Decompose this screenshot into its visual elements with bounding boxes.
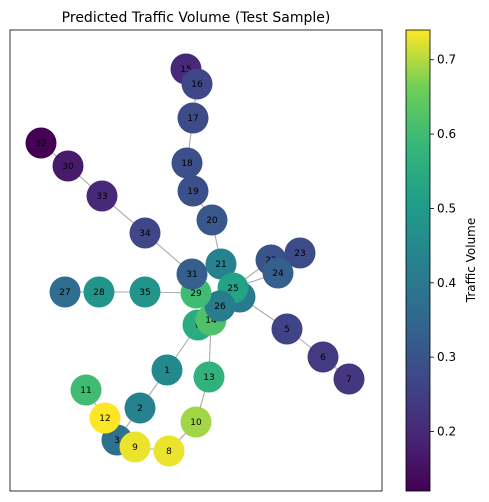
node-6 <box>307 341 339 373</box>
node-33 <box>86 180 118 212</box>
node-17 <box>177 102 209 134</box>
node-24 <box>262 257 294 289</box>
node-9 <box>119 431 151 463</box>
node-label-21: 21 <box>215 260 226 270</box>
colorbar-tick-label: 0.4 <box>437 276 456 290</box>
colorbar-tick-label: 0.6 <box>437 127 456 141</box>
colorbar-tick-label: 0.5 <box>437 201 456 215</box>
node-label-6: 6 <box>320 353 326 363</box>
colorbar-tick-label: 0.3 <box>437 350 456 364</box>
node-20 <box>196 204 228 236</box>
node-5 <box>271 313 303 345</box>
plot-area-frame <box>9 29 383 492</box>
node-12 <box>89 402 121 434</box>
node-label-8: 8 <box>166 447 172 457</box>
node-label-24: 24 <box>272 269 284 279</box>
node-label-16: 16 <box>191 80 203 90</box>
node-11 <box>70 374 102 406</box>
node-30 <box>52 150 84 182</box>
node-label-29: 29 <box>190 289 202 299</box>
node-label-19: 19 <box>187 187 199 197</box>
colorbar-tick-label: 0.7 <box>437 53 456 67</box>
node-label-7: 7 <box>346 375 352 385</box>
node-7 <box>333 363 365 395</box>
node-35 <box>129 276 161 308</box>
node-label-17: 17 <box>187 114 198 124</box>
chart-title: Predicted Traffic Volume (Test Sample) <box>62 10 331 26</box>
node-19 <box>177 175 209 207</box>
node-31 <box>176 258 208 290</box>
node-13 <box>193 361 225 393</box>
node-label-3: 3 <box>114 436 120 446</box>
node-label-11: 11 <box>80 386 91 396</box>
colorbar <box>405 29 431 492</box>
node-label-18: 18 <box>181 159 193 169</box>
node-28 <box>83 276 115 308</box>
node-10 <box>180 406 212 438</box>
node-label-20: 20 <box>206 216 218 226</box>
colorbar-ticks: 0.2 0.3 0.4 0.5 0.6 0.7 <box>430 53 456 439</box>
node-16 <box>181 68 213 100</box>
node-32 <box>25 127 57 159</box>
node-label-1: 1 <box>164 366 170 376</box>
node-label-26: 26 <box>214 302 226 312</box>
node-18 <box>171 147 203 179</box>
node-label-30: 30 <box>62 162 74 172</box>
node-label-15: 15 <box>180 65 191 75</box>
node-label-31: 31 <box>186 270 197 280</box>
node-label-12: 12 <box>99 414 110 424</box>
node-label-32: 32 <box>35 139 46 149</box>
colorbar-tick-label: 0.2 <box>437 425 456 439</box>
node-label-35: 35 <box>139 288 150 298</box>
node-21 <box>205 248 237 280</box>
node-26 <box>204 290 236 322</box>
node-2 <box>124 392 156 424</box>
node-label-25: 25 <box>227 284 238 294</box>
colorbar-label: Traffic Volume <box>464 218 478 304</box>
node-label-10: 10 <box>190 418 202 428</box>
node-label-13: 13 <box>203 373 214 383</box>
node-label-5: 5 <box>284 325 290 335</box>
node-label-9: 9 <box>132 443 138 453</box>
node-34 <box>129 217 161 249</box>
node-label-34: 34 <box>139 229 151 239</box>
node-label-28: 28 <box>93 288 105 298</box>
node-label-2: 2 <box>137 404 143 414</box>
node-27 <box>49 276 81 308</box>
node-label-23: 23 <box>294 249 305 259</box>
node-8 <box>153 435 185 467</box>
node-label-27: 27 <box>59 288 70 298</box>
node-1 <box>151 354 183 386</box>
node-label-33: 33 <box>96 192 107 202</box>
node-label-14: 14 <box>205 316 217 326</box>
node-23 <box>284 237 316 269</box>
node-layer: 0123456789101112131415161718192021222324… <box>25 53 365 467</box>
